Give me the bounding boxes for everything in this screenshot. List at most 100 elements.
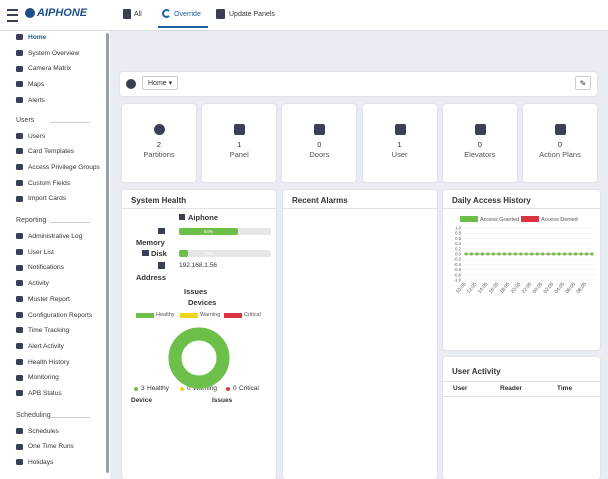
data-point [519, 252, 523, 256]
sidebar-item[interactable]: Custom Fields [16, 180, 70, 187]
sidebar-item[interactable]: Alerts [16, 97, 45, 104]
sidebar-item[interactable]: System Overview [16, 50, 79, 57]
stat-card[interactable]: 0 Doors [282, 104, 357, 182]
sidebar-item[interactable]: Users [16, 133, 45, 140]
icon [16, 34, 23, 41]
table-header: Issues [212, 397, 233, 404]
sidebar-label: Users [28, 132, 46, 140]
usage-bar: 64% [179, 228, 238, 235]
address-icon [158, 262, 165, 269]
sidebar-item[interactable]: Monitoring [16, 374, 59, 381]
stat-value: 1 [237, 140, 242, 149]
device-count: 0 [187, 385, 191, 392]
stat-icon [314, 124, 326, 135]
sidebar-item[interactable]: Import Cards [16, 195, 66, 202]
stat-label: User [391, 150, 408, 159]
x-tick-label: 14:05 [477, 281, 490, 295]
data-point [574, 252, 578, 256]
logo-icon [25, 8, 35, 18]
sidebar-item[interactable]: Activity [16, 280, 49, 287]
user-activity-panel: User Activity User Reader Time [443, 357, 600, 479]
home-dropdown[interactable]: Home ▾ [142, 76, 178, 90]
stat-card[interactable]: 1 Panel [202, 104, 277, 182]
nav-icon [123, 9, 131, 19]
address-label: Address [136, 273, 167, 282]
x-tick-label: 06:05 [564, 281, 577, 295]
usage-track: 10% [179, 250, 271, 257]
icon [16, 132, 23, 139]
sidebar-item[interactable]: Time Tracking [16, 327, 69, 334]
y-tick-label: 0.6 [455, 236, 461, 241]
device-status: Warning [193, 385, 217, 392]
section-title: Scheduling [16, 411, 51, 419]
sidebar-label: Notifications [28, 264, 64, 272]
usage-label: 10% [204, 251, 214, 256]
nav-override[interactable]: Override [174, 11, 201, 18]
sidebar-item[interactable]: Camera Matrix [16, 65, 71, 72]
data-point [508, 252, 512, 256]
sidebar-label: Administrative Log [28, 233, 83, 240]
sidebar-item[interactable]: Home [16, 34, 46, 41]
sidebar-item[interactable]: Notifications [16, 264, 64, 271]
sidebar-label: Home [28, 34, 47, 41]
sidebar-item[interactable]: One Time Runs [16, 443, 74, 450]
sidebar-item[interactable]: Card Templates [16, 148, 74, 155]
y-tick-label: -0.6 [454, 267, 462, 272]
edit-button[interactable]: ✎ [575, 76, 591, 90]
data-point [568, 252, 572, 256]
stat-icon [234, 124, 246, 135]
dashboard-icon [126, 79, 136, 89]
menu-button[interactable] [7, 9, 18, 22]
sidebar-item[interactable]: Administrative Log [16, 233, 82, 240]
icon [16, 49, 23, 56]
icon [16, 248, 23, 255]
daily-access-panel: Daily Access History Access Granted Acces… [443, 190, 600, 350]
icon [16, 327, 23, 334]
y-tick-label: -1.0 [454, 278, 462, 283]
nav-all[interactable]: All [134, 11, 142, 18]
sidebar-item[interactable]: Alert Activity [16, 343, 64, 350]
sidebar-item[interactable]: Health History [16, 359, 69, 366]
sidebar: Home System Overview Camera Matrix Maps Aler… [0, 31, 110, 479]
stat-card[interactable]: 2 Partitions [122, 104, 196, 182]
sidebar-item[interactable]: Muster Report [16, 296, 70, 303]
icon [16, 65, 23, 72]
icon [16, 343, 23, 350]
device-status: Critical [239, 385, 259, 392]
sidebar-label: System Overview [28, 49, 80, 57]
table-header: Device [131, 397, 152, 404]
scrollbar[interactable] [106, 33, 109, 473]
stat-icon [555, 124, 566, 135]
stat-value: 0 [477, 140, 482, 149]
stat-card[interactable]: 1 User [362, 104, 437, 182]
sidebar-item[interactable]: User List [16, 249, 54, 256]
usage-label: 64% [204, 229, 214, 234]
legend-swatch [521, 216, 539, 222]
stat-card[interactable]: 0 Action Plans [523, 104, 597, 182]
sidebar-item[interactable]: Holidays [16, 459, 53, 466]
nav-update[interactable]: Update Panels [229, 11, 275, 18]
y-tick-label: -0.2 [454, 257, 462, 262]
sidebar-item[interactable]: APB Status [16, 390, 62, 397]
x-tick-label: 04:05 [553, 281, 566, 295]
count-dot [180, 387, 184, 391]
legend-swatch [136, 313, 154, 318]
sidebar-item[interactable]: Maps [16, 81, 44, 88]
donut-segment [168, 327, 230, 389]
sidebar-label: User List [28, 248, 55, 256]
stat-card[interactable]: 0 Elevators [442, 104, 517, 182]
legend-label: Warning [200, 312, 221, 318]
data-point [491, 252, 495, 256]
sidebar-item[interactable]: Configuration Reports [16, 312, 92, 319]
sidebar-label: APB Status [28, 390, 62, 397]
resource-label: Memory [136, 238, 165, 247]
sidebar-label: Card Templates [28, 148, 75, 156]
panel-title: User Activity [452, 367, 501, 376]
data-point [513, 252, 517, 256]
data-point [464, 252, 468, 256]
data-point [552, 252, 556, 256]
stat-value: 0 [317, 140, 322, 149]
sidebar-item[interactable]: Schedules [16, 428, 59, 435]
y-tick-label: -0.8 [454, 272, 462, 277]
sidebar-item[interactable]: Access Privilege Groups [16, 164, 100, 171]
